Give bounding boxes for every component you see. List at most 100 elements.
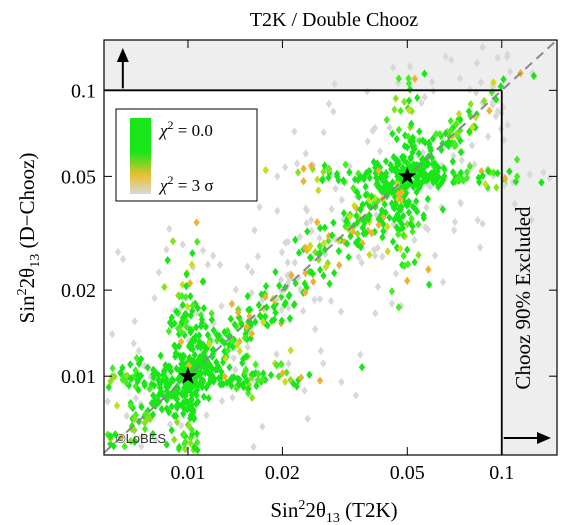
data-point <box>335 176 342 185</box>
data-point <box>288 271 295 280</box>
data-point <box>404 143 411 152</box>
data-point <box>320 167 327 177</box>
data-point <box>187 311 194 320</box>
data-point <box>376 214 383 224</box>
data-point <box>232 365 239 375</box>
data-point <box>343 239 351 248</box>
data-point <box>408 119 415 129</box>
data-point <box>500 135 508 145</box>
data-point <box>278 248 286 257</box>
data-point <box>182 437 189 447</box>
data-point <box>501 174 509 183</box>
data-point <box>293 159 301 168</box>
data-point <box>485 166 492 176</box>
data-point <box>208 309 215 318</box>
data-point <box>320 271 327 280</box>
data-point <box>409 227 416 236</box>
data-point <box>420 213 427 223</box>
data-point <box>149 410 157 419</box>
data-point <box>218 367 225 377</box>
data-point <box>234 308 242 317</box>
data-point <box>338 377 345 387</box>
data-point <box>422 223 429 232</box>
data-point <box>442 129 449 138</box>
data-point <box>150 369 157 379</box>
data-point <box>540 168 547 177</box>
data-point <box>479 219 486 228</box>
data-point <box>144 363 151 372</box>
arrow-right-head <box>537 432 551 444</box>
data-point <box>218 336 226 345</box>
data-point <box>227 314 234 324</box>
data-point <box>370 245 378 255</box>
data-point <box>363 87 371 96</box>
data-point <box>453 175 461 185</box>
data-point <box>281 300 288 309</box>
data-point <box>380 227 387 236</box>
data-point <box>320 239 327 248</box>
data-point <box>251 226 258 235</box>
data-point <box>469 123 476 132</box>
data-point <box>390 203 397 212</box>
data-point <box>105 382 112 392</box>
y-axis-label: Sin22θ13 (D−Chooz) <box>15 153 43 324</box>
data-point <box>210 345 217 355</box>
data-point <box>163 404 170 413</box>
data-point <box>127 401 134 411</box>
excluded-region <box>104 40 557 455</box>
data-point <box>104 397 111 406</box>
data-point <box>117 368 124 378</box>
data-point <box>404 245 411 254</box>
y-tick-label: 0.01 <box>61 366 96 388</box>
data-point <box>360 172 368 181</box>
data-point <box>287 375 294 385</box>
data-point <box>168 391 175 400</box>
data-point <box>253 381 260 391</box>
data-point <box>325 173 332 182</box>
data-point <box>420 161 428 171</box>
data-point <box>213 358 220 367</box>
data-point <box>316 233 323 243</box>
data-point <box>363 168 370 178</box>
data-point <box>395 74 403 83</box>
data-point <box>397 244 404 253</box>
data-point <box>388 165 395 174</box>
data-point <box>479 43 486 52</box>
data-point <box>285 291 292 301</box>
data-point <box>431 251 439 260</box>
data-point <box>193 399 200 409</box>
data-point <box>132 366 139 375</box>
data-point <box>216 260 224 270</box>
data-point <box>172 411 180 421</box>
data-point <box>131 414 138 424</box>
data-point <box>243 376 251 385</box>
data-point <box>421 69 428 78</box>
data-point <box>173 417 181 427</box>
data-point <box>395 125 403 135</box>
data-point <box>325 236 332 245</box>
data-point <box>391 105 398 114</box>
data-point <box>294 168 302 177</box>
data-point <box>135 346 142 355</box>
data-point <box>254 252 262 261</box>
data-point <box>405 105 413 115</box>
data-point <box>416 136 423 146</box>
data-point <box>259 422 266 431</box>
data-point <box>449 157 456 166</box>
data-point <box>456 173 463 183</box>
data-point <box>169 374 176 384</box>
data-point <box>180 409 187 418</box>
data-point <box>308 161 315 170</box>
data-point <box>422 170 430 179</box>
data-point <box>151 367 158 376</box>
data-point <box>307 241 314 250</box>
data-point <box>484 132 492 141</box>
data-point <box>198 315 206 324</box>
data-point <box>223 378 231 388</box>
data-point <box>528 215 535 225</box>
data-point <box>127 360 134 369</box>
data-point <box>200 392 207 401</box>
data-point <box>346 212 353 221</box>
data-point <box>330 218 337 227</box>
data-point <box>473 58 481 68</box>
